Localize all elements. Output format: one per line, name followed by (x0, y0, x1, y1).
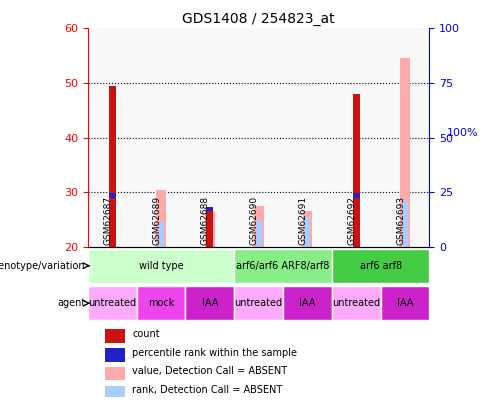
FancyBboxPatch shape (234, 286, 283, 320)
Y-axis label: 100%: 100% (447, 128, 479, 138)
Text: GSM62692: GSM62692 (347, 196, 356, 245)
Text: GSM62689: GSM62689 (152, 196, 161, 245)
Text: untreated: untreated (235, 298, 283, 308)
Text: GSM62690: GSM62690 (250, 196, 259, 245)
Bar (303, 211, 312, 247)
FancyBboxPatch shape (88, 249, 234, 283)
Bar (305, 217, 310, 247)
Text: IAA: IAA (397, 298, 413, 308)
FancyBboxPatch shape (283, 286, 332, 320)
Bar (381, 28, 429, 247)
Bar (256, 220, 262, 247)
Bar (283, 28, 332, 247)
Bar (332, 28, 381, 247)
Bar (88, 28, 137, 247)
FancyBboxPatch shape (88, 286, 137, 320)
Bar (156, 190, 166, 247)
Text: GSM62693: GSM62693 (396, 196, 405, 245)
Text: GSM62688: GSM62688 (201, 196, 210, 245)
Text: mock: mock (148, 298, 174, 308)
FancyBboxPatch shape (381, 286, 429, 320)
Bar (402, 200, 408, 247)
Text: GSM62691: GSM62691 (299, 196, 307, 245)
Bar (105, 367, 125, 380)
Bar (352, 194, 360, 198)
Bar (185, 28, 234, 247)
Text: count: count (132, 329, 160, 339)
Text: untreated: untreated (332, 298, 380, 308)
FancyBboxPatch shape (234, 249, 332, 283)
Bar (400, 58, 410, 247)
Bar (105, 386, 125, 399)
Text: value, Detection Call = ABSENT: value, Detection Call = ABSENT (132, 367, 287, 376)
Text: arf6 arf8: arf6 arf8 (360, 261, 402, 271)
Text: rank, Detection Call = ABSENT: rank, Detection Call = ABSENT (132, 385, 283, 395)
Bar (158, 222, 164, 247)
Bar (234, 28, 283, 247)
Bar (206, 211, 213, 247)
Text: percentile rank within the sample: percentile rank within the sample (132, 347, 297, 358)
FancyBboxPatch shape (137, 286, 185, 320)
Bar (108, 194, 116, 198)
Text: GSM62687: GSM62687 (103, 196, 112, 245)
Text: genotype/variation: genotype/variation (0, 261, 85, 271)
Bar (108, 86, 116, 247)
FancyBboxPatch shape (332, 286, 381, 320)
Bar (137, 28, 185, 247)
Bar (205, 211, 215, 247)
FancyBboxPatch shape (185, 286, 234, 320)
Text: arf6/arf6 ARF8/arf8: arf6/arf6 ARF8/arf8 (236, 261, 330, 271)
Text: IAA: IAA (299, 298, 316, 308)
Bar (254, 206, 264, 247)
Text: untreated: untreated (88, 298, 136, 308)
Bar (206, 207, 213, 211)
FancyBboxPatch shape (332, 249, 429, 283)
Bar (105, 329, 125, 343)
Text: IAA: IAA (202, 298, 218, 308)
Text: agent: agent (57, 298, 85, 308)
Bar (105, 348, 125, 362)
Title: GDS1408 / 254823_at: GDS1408 / 254823_at (183, 12, 335, 26)
Text: wild type: wild type (139, 261, 183, 271)
Bar (352, 94, 360, 247)
